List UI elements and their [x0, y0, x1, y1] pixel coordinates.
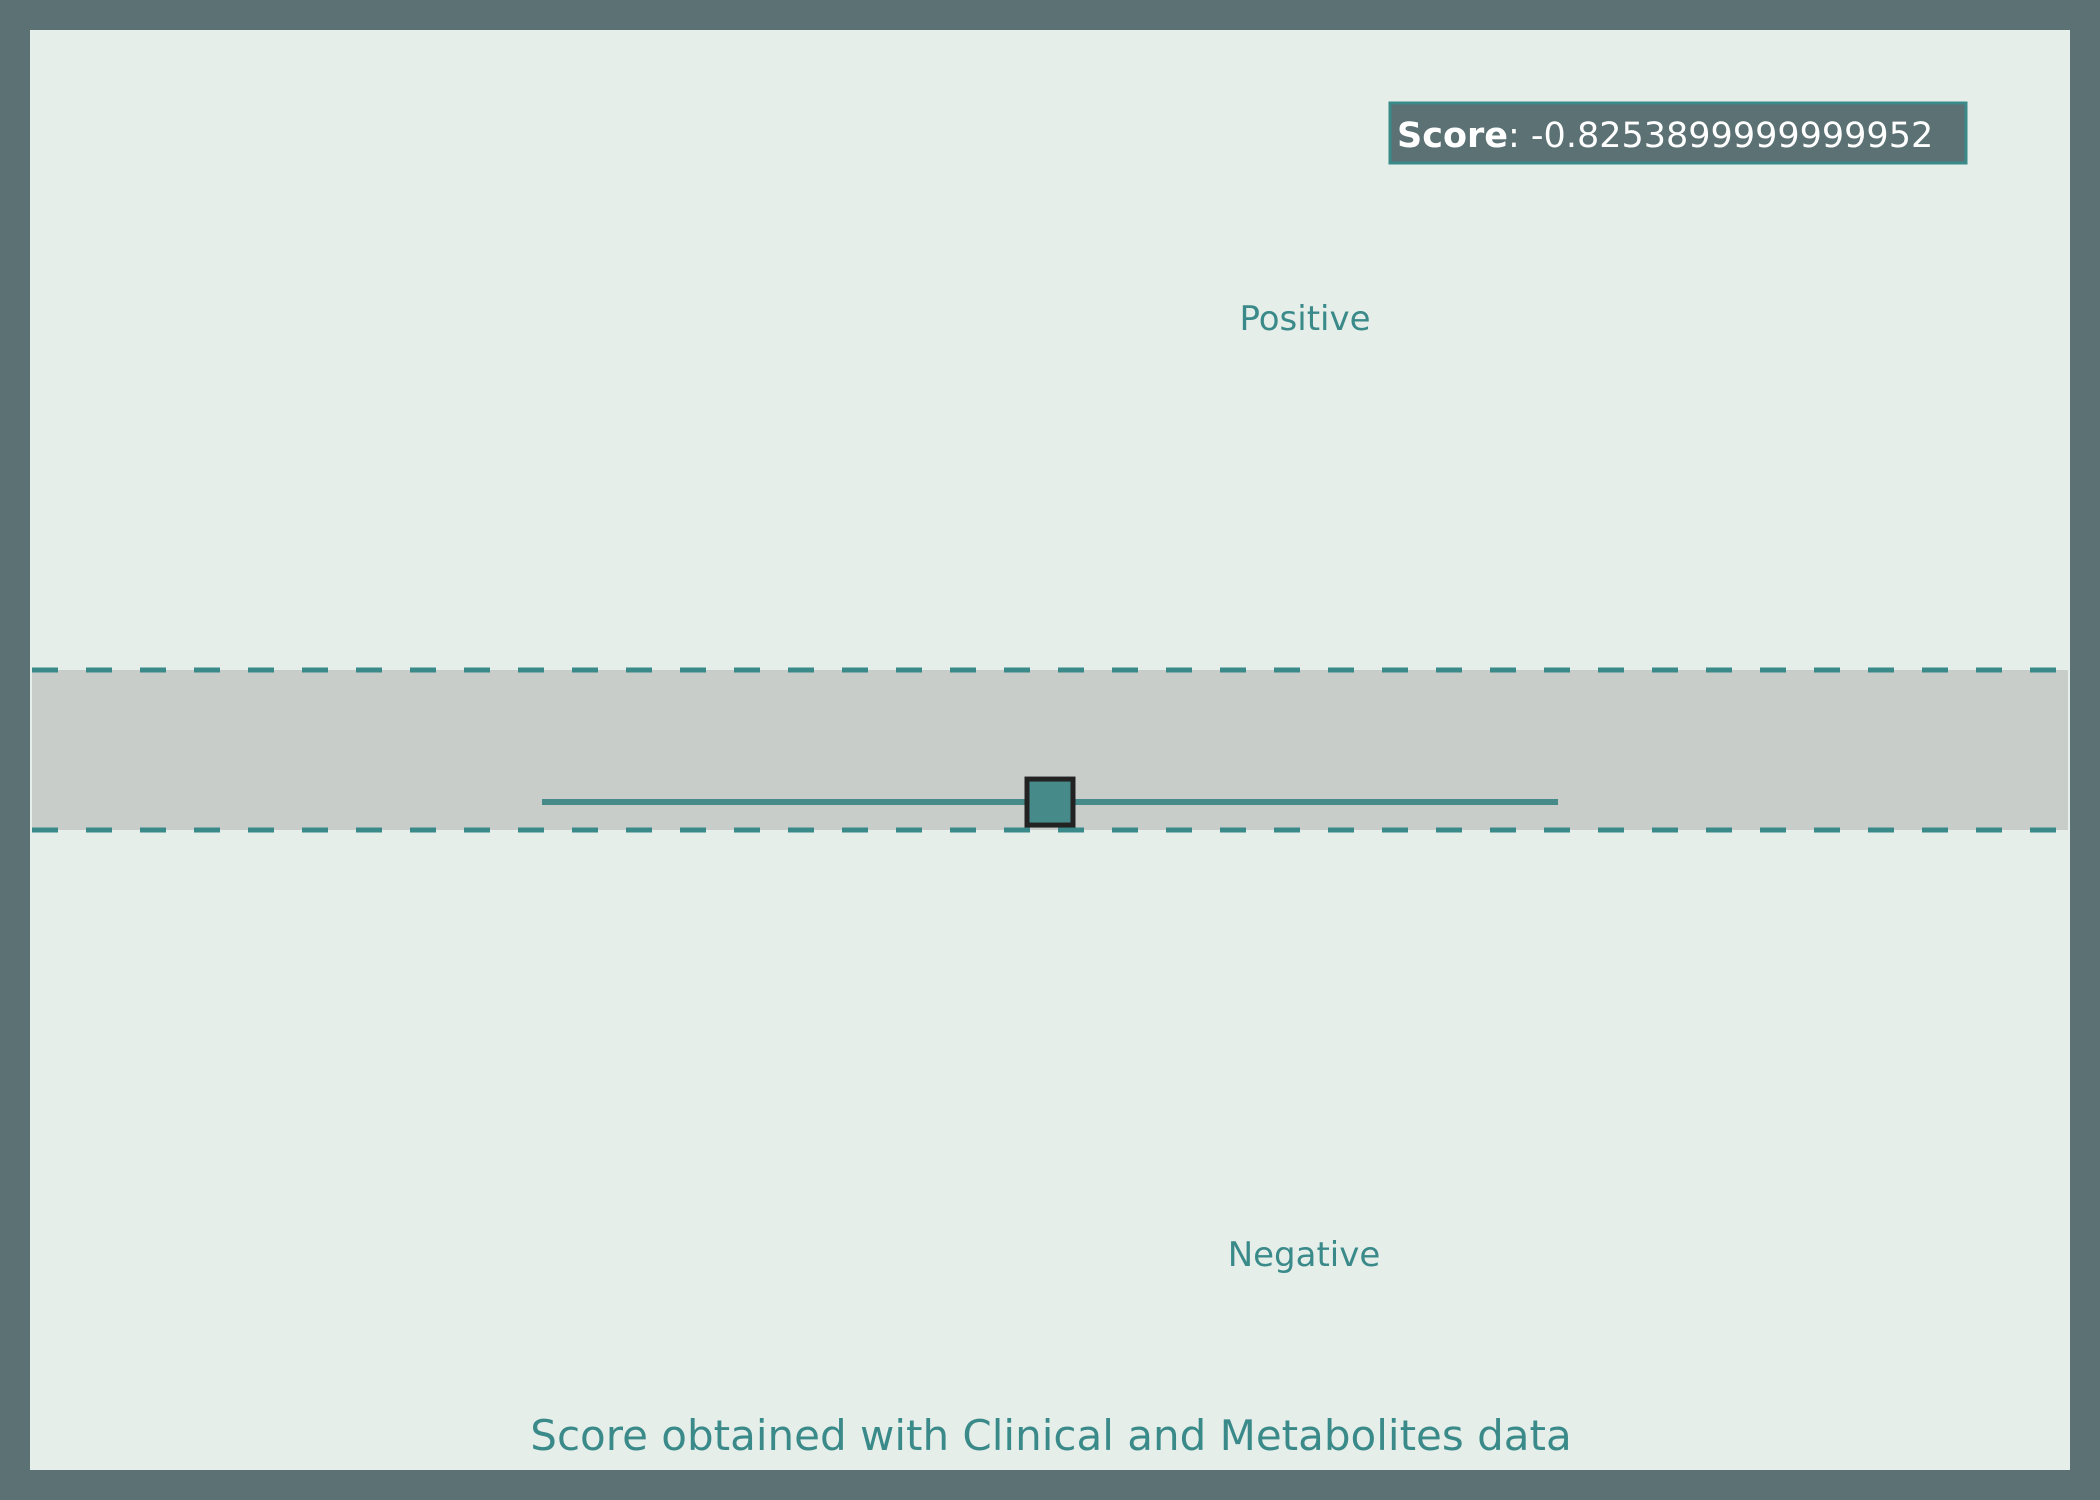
- score-box: [1388, 101, 1968, 165]
- score-value: -0.8253899999999952: [1531, 116, 1933, 156]
- negative-label: Negative: [1228, 1235, 1381, 1275]
- score-point: [1024, 776, 1076, 828]
- score-label: Score: [1397, 116, 1508, 156]
- positive-label: Positive: [1239, 299, 1370, 339]
- x-axis-title: Score obtained with Clinical and Metabol…: [530, 1411, 1571, 1460]
- score-readout: Score: -0.8253899999999952: [1397, 116, 1933, 156]
- score-separator: :: [1508, 116, 1531, 156]
